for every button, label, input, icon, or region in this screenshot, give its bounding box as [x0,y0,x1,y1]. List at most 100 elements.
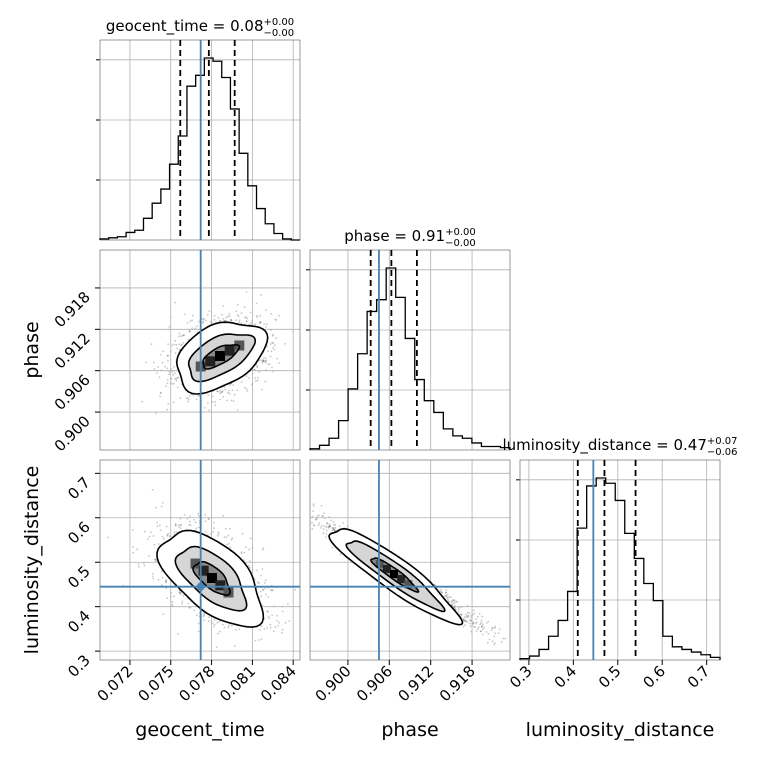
scatter-point [227,542,230,545]
scatter-point [465,613,467,616]
scatter-point [174,378,177,380]
scatter-point [270,313,273,315]
scatter-point [213,625,215,628]
scatter-point [260,321,262,324]
x-axis-label-geocent_time: geocent_time [135,719,264,741]
scatter-point [338,525,341,527]
scatter-point [175,379,178,382]
scatter-point [216,621,219,624]
scatter-point [267,596,269,598]
scatter-point [233,645,236,648]
scatter-point [171,383,173,385]
scatter-point [260,359,262,362]
scatter-point [174,523,177,525]
scatter-point [491,640,494,643]
scatter-point [333,523,336,526]
scatter-point [154,558,156,561]
panel-title-luminosity_distance: luminosity_distance = 0.47 +0.07−0.06 [502,436,737,458]
scatter-point [202,615,205,618]
scatter-point [483,626,485,629]
scatter-point [265,326,267,328]
scatter-point [329,525,332,527]
scatter-point [183,313,186,316]
scatter-point [174,339,177,342]
scatter-point [334,524,336,526]
scatter-point [178,591,181,594]
scatter-point [327,525,330,528]
scatter-point [191,327,194,329]
scatter-point [136,548,139,551]
scatter-point [158,524,161,526]
scatter-point [256,376,259,379]
scatter-point [456,600,459,603]
scatter-point [446,596,448,599]
scatter-point [313,524,316,527]
scatter-point [323,525,326,528]
scatter-point [481,623,484,625]
scatter-point [148,555,150,557]
scatter-point [312,503,315,506]
contour-line [370,557,420,593]
scatter-point [236,314,239,316]
scatter-point [236,304,239,306]
scatter-point [197,515,200,517]
scatter-point [173,595,175,598]
scatter-point [187,602,190,605]
scatter-point [255,380,257,383]
scatter-point [203,406,206,409]
scatter-point [262,549,264,551]
scatter-point [196,325,199,327]
scatter-point [245,316,248,318]
scatter-point [453,602,456,604]
scatter-point [332,521,335,524]
scatter-point [230,319,232,321]
scatter-point [465,620,468,622]
scatter-point [161,535,164,538]
scatter-point [161,570,163,573]
scatter-point [238,321,240,324]
scatter-point [245,546,247,549]
x-tick-label: 0.906 [353,662,396,705]
scatter-point [227,626,230,629]
y-tick-label: 0.4 [64,607,94,637]
scatter-point [171,370,174,373]
scatter-point [256,379,259,382]
scatter-point [250,322,253,324]
scatter-point [281,628,284,631]
scatter-point [479,623,481,626]
scatter-point [180,344,183,347]
scatter-point [256,316,259,318]
scatter-point [256,581,259,583]
scatter-point [453,604,456,607]
scatter-point [254,377,256,380]
scatter-point [183,513,186,516]
scatter-point [219,630,221,633]
scatter-point [272,334,274,337]
contour-line [174,545,248,612]
scatter-point [462,618,465,621]
scatter-point [191,319,194,322]
scatter-point [177,376,180,379]
scatter-point [260,590,262,593]
scatter-point [155,559,158,562]
scatter-point [478,613,481,615]
scatter-point [444,592,447,594]
scatter-point [221,390,224,393]
scatter-point [212,522,215,524]
scatter-point [262,547,265,550]
scatter-point [318,514,320,517]
scatter-point [311,528,314,530]
scatter-point [219,319,222,322]
scatter-point [175,343,178,346]
scatter-point [215,646,218,649]
scatter-point [167,359,169,362]
scatter-point [152,577,155,580]
scatter-point [271,366,273,369]
scatter-point [207,402,209,404]
scatter-point [155,412,158,415]
scatter-point [504,637,507,640]
scatter-point [179,593,182,595]
scatter-point [312,510,315,512]
scatter-point [208,518,210,521]
scatter-point [263,581,266,584]
